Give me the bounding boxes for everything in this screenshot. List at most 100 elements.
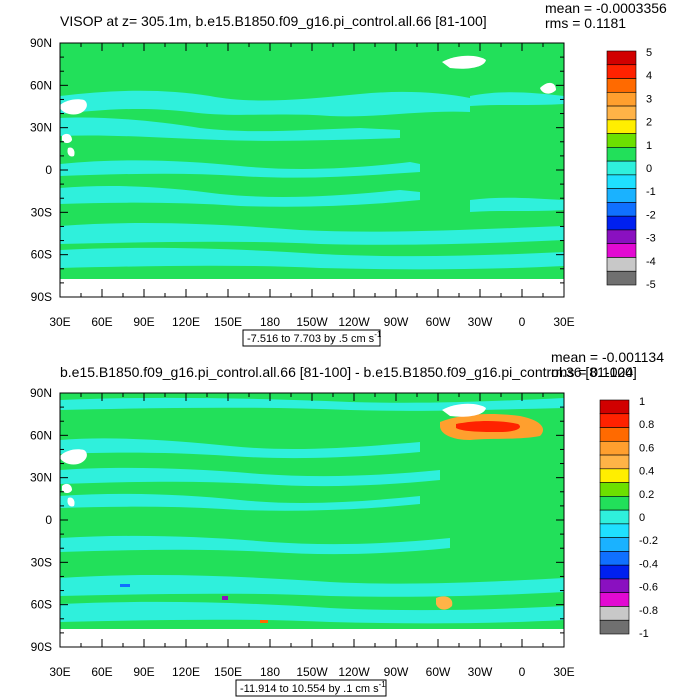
panel-1-ytick-90S: 90S	[31, 290, 52, 304]
panel-2-xtick-30E: 30E	[49, 665, 70, 679]
colorbar-swatch	[599, 468, 630, 483]
colorbar-swatch	[599, 427, 630, 442]
panel-1-cb-label-8: -3	[646, 233, 656, 245]
colorbar-swatch	[606, 78, 637, 93]
panel-1-xtick-120E: 120E	[172, 315, 200, 329]
colorbar-swatch	[606, 119, 637, 134]
panel-1-mean: mean = -0.0003356	[545, 0, 667, 16]
panel-2-ytick-60N: 60N	[30, 428, 52, 442]
panel-1-xtick-90E: 90E	[133, 315, 154, 329]
panel-2-xtick-150E: 150E	[214, 665, 242, 679]
colorbar-swatch	[606, 215, 637, 231]
colorbar-swatch	[606, 270, 637, 286]
panel-2-ytick-30S: 30S	[31, 555, 52, 569]
colorbar-swatch	[606, 50, 637, 66]
colorbar-swatch	[599, 551, 630, 566]
panel-2-cb-label-6: -0.2	[639, 535, 658, 547]
land-mask	[60, 403, 486, 507]
colorbar-swatch	[606, 229, 637, 245]
panel-1-colorbar	[606, 50, 637, 286]
panel-2-cb-label-9: -0.8	[639, 605, 658, 617]
colorbar-swatch	[599, 482, 630, 497]
panel-1-cb-label-1: 4	[646, 70, 652, 82]
panel-2-title: b.e15.B1850.f09_g16.pi_control.all.66 [8…	[60, 364, 637, 380]
panel-1-xtick-30W: 30W	[468, 315, 493, 329]
panel-1-xtick-30E-end: 30E	[553, 315, 574, 329]
colorbar-swatch	[599, 413, 630, 428]
negative-bands	[60, 397, 564, 624]
panel-1-ytick-0: 0	[45, 163, 52, 177]
panel-1-title: VISOP at z= 305.1m, b.e15.B1850.f09_g16.…	[60, 13, 487, 29]
panel-2-ytick-60S: 60S	[31, 598, 52, 612]
panel-2-cb-label-5: 0	[639, 512, 645, 524]
panel-2-xtick-0: 0	[519, 665, 526, 679]
panel-1-cb-label-7: -2	[646, 209, 656, 221]
panel-2-ytick-90N: 90N	[30, 386, 52, 400]
panel-1-ytick-30S: 30S	[31, 205, 52, 219]
panel-1-cb-label-4: 1	[646, 140, 652, 152]
panel-1-xtick-30E: 30E	[49, 315, 70, 329]
panel-1-xtick-0: 0	[519, 315, 526, 329]
panel-2-ytick-0: 0	[45, 513, 52, 527]
panel-1-rms: rms = 0.1181	[545, 15, 626, 31]
panel-2-ytick-30N: 30N	[30, 471, 52, 485]
panel-2-cb-label-0: 1	[639, 396, 645, 408]
colorbar-swatch	[606, 257, 637, 272]
panel-2-info: -11.914 to 10.554 by .1 cm s-1	[240, 680, 386, 695]
panel-1-info-box	[242, 329, 381, 347]
colorbar-swatch	[599, 619, 630, 635]
panel-2-xtick-120E: 120E	[172, 665, 200, 679]
panel-2-cb-label-1: 0.8	[639, 419, 654, 431]
panel-1-xtick-60W: 60W	[426, 315, 451, 329]
land-mask	[60, 55, 556, 157]
colorbar-swatch	[599, 440, 630, 456]
panel-2-xtick-90E: 90E	[133, 665, 154, 679]
colorbar-swatch	[599, 537, 630, 552]
panel-1-xtick-120W: 120W	[338, 315, 370, 329]
panel-2-cb-label-3: 0.4	[639, 466, 654, 478]
panel-1-cb-label-2: 3	[646, 93, 652, 105]
panel-2-cb-label-7: -0.4	[639, 558, 658, 570]
panel-2-xtick-30W: 30W	[468, 665, 493, 679]
panel-1: VISOP at z= 305.1m, b.e15.B1850.f09_g16.…	[30, 0, 667, 347]
colorbar-swatch	[606, 105, 637, 121]
colorbar-swatch	[599, 564, 630, 580]
panel-1-xtick-60E: 60E	[91, 315, 112, 329]
panel-1-cb-label-9: -4	[646, 256, 656, 268]
panel-1-cb-label-5: 0	[646, 163, 652, 175]
panel-2-xtick-30E-end: 30E	[553, 665, 574, 679]
colorbar-swatch	[606, 91, 637, 107]
panel-1-ytick-90N: 90N	[30, 36, 52, 50]
colorbar-swatch	[606, 202, 637, 217]
colorbar-swatch	[606, 147, 637, 162]
panel-2-ytick-90S: 90S	[31, 640, 52, 654]
colorbar-swatch	[606, 188, 637, 203]
panel-1-xtick-180: 180	[260, 315, 280, 329]
panel-2-cb-label-2: 0.6	[639, 442, 654, 454]
anomaly-speckles	[120, 414, 544, 623]
colorbar-swatch	[606, 243, 637, 258]
panel-1-cb-label-3: 2	[646, 117, 652, 129]
panel-1-ticks	[59, 42, 565, 298]
panel-1-map	[59, 42, 565, 298]
panel-2-cb-label-10: -1	[639, 628, 649, 640]
panel-2-info-box	[235, 679, 387, 697]
colorbar-swatch	[606, 160, 637, 176]
colorbar-swatch	[599, 399, 630, 415]
colorbar-swatch	[599, 496, 630, 511]
panel-1-ytick-60S: 60S	[31, 248, 52, 262]
panel-2-map	[59, 392, 565, 648]
panel-2-cb-label-4: 0.2	[639, 489, 654, 501]
panel-2-rms: rms = 0.1024	[551, 364, 633, 380]
panel-1-xtick-90W: 90W	[384, 315, 409, 329]
panel-2-ticks	[59, 392, 565, 648]
panel-2-xtick-150W: 150W	[296, 665, 328, 679]
panel-1-ytick-30N: 30N	[30, 121, 52, 135]
colorbar-swatch	[606, 64, 637, 79]
panel-1-cb-label-0: 5	[646, 47, 652, 59]
colorbar-swatch	[599, 606, 630, 621]
panel-2-xtick-60W: 60W	[426, 665, 451, 679]
colorbar-swatch	[599, 523, 630, 538]
panel-2-xtick-120W: 120W	[338, 665, 370, 679]
